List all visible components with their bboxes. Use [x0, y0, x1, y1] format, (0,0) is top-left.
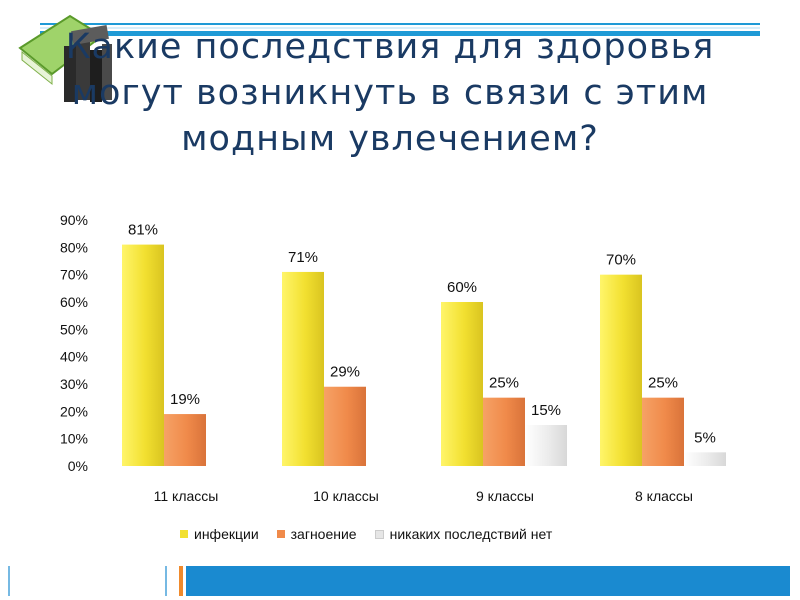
data-label-suppuration-2: 25% — [489, 375, 519, 392]
data-label-infections-2: 60% — [447, 279, 477, 296]
bottom-left-line — [8, 566, 10, 596]
bottom-blue-strip — [186, 566, 790, 596]
legend-item-infections: инфекции — [180, 526, 259, 542]
bottom-left-line-2 — [165, 566, 167, 596]
y-tick-label: 80% — [60, 239, 88, 255]
bar-infections-3 — [600, 274, 642, 466]
legend-item-suppuration: загноение — [276, 526, 357, 542]
data-label-none-2: 15% — [531, 402, 561, 419]
bar-chart: 0% 10% 20% 30% 40% 50% 60% 70% 80% 90% 81% 71% 60% 70… — [60, 212, 726, 504]
top-line-thin — [40, 23, 760, 25]
data-label-suppuration-0: 19% — [170, 391, 200, 408]
bar-none-2 — [525, 425, 567, 466]
legend-label-none: никаких последствий нет — [389, 526, 553, 542]
legend-swatch-suppuration — [276, 530, 285, 538]
slide-title: Какие последствия для здоровья могут воз… — [65, 27, 715, 159]
data-label-infections-0: 81% — [128, 222, 158, 239]
legend-swatch-infections — [180, 530, 188, 538]
bar-none-3 — [684, 452, 726, 466]
legend-swatch-none — [374, 529, 384, 539]
legend-label-suppuration: загноение — [290, 526, 357, 542]
bar-suppuration-2 — [483, 397, 525, 466]
y-tick-label: 20% — [60, 403, 88, 419]
data-label-infections-3: 70% — [606, 252, 636, 269]
y-tick-label: 90% — [60, 212, 88, 228]
books-icon — [18, 14, 112, 102]
bottom-orange-accent — [179, 566, 183, 596]
bar-infections-0 — [122, 244, 164, 466]
y-tick-label: 0% — [68, 458, 88, 474]
data-label-none-3: 5% — [694, 429, 716, 446]
bar-suppuration-3 — [642, 397, 684, 466]
x-category-label: 11 классы — [154, 488, 219, 504]
chart-legend: инфекции загноение никаких последствий н… — [180, 524, 552, 544]
x-category-label: 8 классы — [635, 488, 693, 504]
data-label-infections-1: 71% — [288, 249, 318, 266]
top-line-gap — [40, 27, 760, 29]
data-label-suppuration-3: 25% — [648, 375, 678, 392]
bar-infections-2 — [441, 302, 483, 466]
y-tick-label: 60% — [60, 294, 88, 310]
bar-suppuration-0 — [164, 414, 206, 466]
bar-suppuration-1 — [324, 386, 366, 466]
y-tick-label: 40% — [60, 349, 88, 365]
legend-label-infections: инфекции — [194, 526, 259, 542]
y-tick-label: 30% — [60, 376, 88, 392]
x-category-label: 9 классы — [476, 488, 534, 504]
top-line-thick — [40, 31, 760, 36]
legend-item-none: никаких последствий нет — [374, 526, 553, 542]
bar-infections-1 — [282, 271, 324, 466]
x-category-label: 10 классы — [313, 488, 379, 504]
data-label-suppuration-1: 29% — [330, 364, 360, 381]
y-tick-label: 10% — [60, 431, 88, 447]
y-tick-label: 70% — [60, 267, 88, 283]
y-tick-label: 50% — [60, 321, 88, 337]
